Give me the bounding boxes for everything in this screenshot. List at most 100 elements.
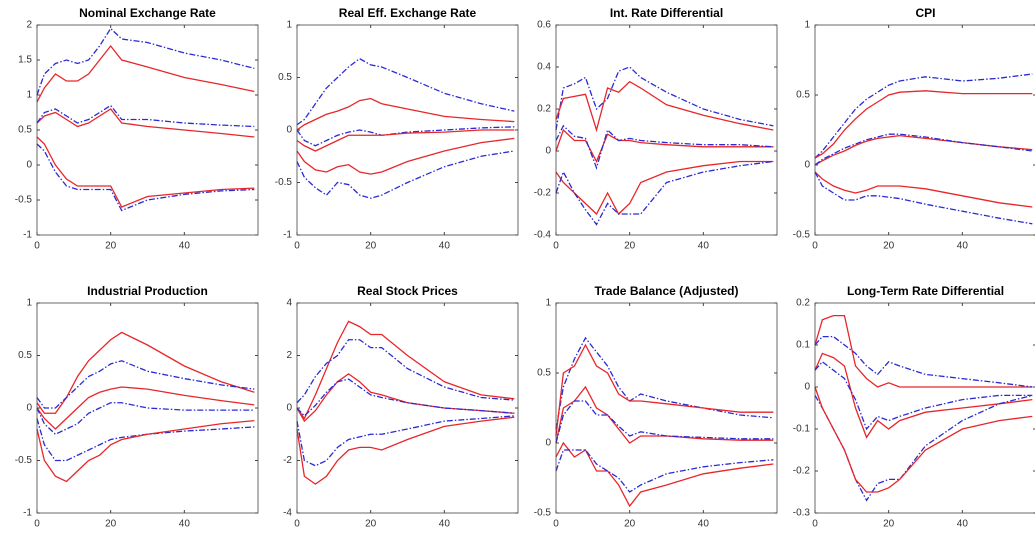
plot-area — [37, 25, 258, 235]
axes-box — [814, 24, 1035, 236]
x-tick-label: 20 — [624, 241, 636, 252]
y-tick-label: 0 — [286, 403, 292, 414]
y-tick-label: 0.1 — [796, 340, 810, 351]
chart-title: Trade Balance (Adjusted) — [594, 284, 738, 298]
y-tick-label: -0.2 — [534, 188, 552, 199]
line-series — [555, 124, 774, 170]
line-series — [296, 373, 515, 423]
y-tick-label: -1 — [23, 508, 32, 519]
chart-title: Int. Rate Differential — [610, 6, 723, 20]
line-series — [814, 360, 1033, 431]
y-tick-label: -0.5 — [15, 455, 33, 466]
line-series — [555, 441, 774, 508]
axes-box — [36, 302, 259, 514]
line-series — [814, 386, 1033, 493]
line-series — [296, 415, 515, 467]
chart-title: CPI — [915, 6, 935, 20]
line-series — [36, 419, 255, 483]
y-tick-label: 1 — [545, 298, 551, 309]
x-tick-label: 0 — [553, 241, 559, 252]
x-tick-label: 0 — [294, 519, 300, 530]
x-tick-label: 20 — [883, 519, 895, 530]
axes-box — [814, 302, 1035, 514]
line-series — [555, 400, 774, 444]
line-series — [296, 97, 515, 131]
y-tick-label: 0 — [26, 160, 32, 171]
x-tick-label: 20 — [883, 241, 895, 252]
x-tick-label: 0 — [812, 241, 818, 252]
plot-area — [556, 303, 777, 513]
axes-box — [555, 24, 778, 236]
x-tick-label: 40 — [179, 519, 191, 530]
y-tick-label: -1 — [23, 230, 32, 241]
x-tick-label: 40 — [439, 519, 451, 530]
line-series — [36, 27, 255, 96]
y-tick-label: 1 — [26, 90, 32, 101]
line-series — [296, 339, 515, 404]
x-tick-label: 20 — [365, 519, 377, 530]
axes-box — [296, 302, 519, 514]
x-tick-label: 0 — [34, 241, 40, 252]
chart-title: Real Eff. Exchange Rate — [339, 6, 477, 20]
x-tick-label: 20 — [624, 519, 636, 530]
line-series — [814, 171, 1033, 225]
x-tick-label: 40 — [439, 241, 451, 252]
chart-title: Industrial Production — [87, 284, 208, 298]
y-tick-label: 0.5 — [537, 368, 551, 379]
chart-title: Long-Term Rate Differential — [847, 284, 1004, 298]
x-tick-label: 20 — [105, 519, 117, 530]
line-series — [814, 133, 1033, 166]
y-tick-label: 0 — [804, 160, 810, 171]
y-tick-label: 0 — [286, 125, 292, 136]
x-tick-label: 40 — [698, 241, 710, 252]
y-tick-label: -2 — [283, 455, 292, 466]
line-series — [36, 136, 255, 208]
chart-title: Nominal Exchange Rate — [79, 6, 216, 20]
x-tick-label: 40 — [957, 241, 969, 252]
plot-area — [37, 303, 258, 513]
plot-area — [297, 303, 518, 513]
y-tick-label: 0.5 — [278, 72, 292, 83]
x-tick-label: 0 — [294, 241, 300, 252]
y-tick-label: 0.2 — [796, 298, 810, 309]
line-series — [555, 160, 774, 226]
line-series — [814, 314, 1033, 388]
line-series — [814, 171, 1033, 208]
line-series — [555, 449, 774, 493]
y-tick-label: 0.5 — [796, 90, 810, 101]
y-tick-label: 4 — [286, 298, 292, 309]
y-tick-label: 0.5 — [18, 125, 32, 136]
y-tick-label: 1 — [286, 20, 292, 31]
line-series — [36, 386, 255, 430]
y-tick-label: 1 — [26, 298, 32, 309]
x-tick-label: 0 — [812, 519, 818, 530]
y-tick-label: 0 — [545, 438, 551, 449]
y-tick-label: -0.5 — [793, 230, 811, 241]
y-tick-label: 1 — [804, 20, 810, 31]
line-series — [296, 137, 515, 175]
y-tick-label: -0.1 — [793, 424, 811, 435]
axes-box — [296, 24, 519, 236]
y-tick-label: -0.3 — [793, 508, 811, 519]
y-tick-label: -1 — [283, 230, 292, 241]
y-tick-label: -0.5 — [15, 195, 33, 206]
line-series — [555, 66, 774, 131]
y-tick-label: 1.5 — [18, 55, 32, 66]
axes-box — [555, 302, 778, 514]
line-series — [36, 360, 255, 409]
line-series — [296, 57, 515, 126]
plot-area — [556, 25, 777, 235]
line-series — [814, 352, 1033, 439]
line-series — [36, 402, 255, 436]
line-series — [814, 73, 1033, 159]
line-series — [814, 90, 1033, 159]
y-tick-label: 0 — [545, 146, 551, 157]
line-series — [296, 129, 515, 152]
chart-title: Real Stock Prices — [357, 284, 458, 298]
line-series — [36, 143, 255, 212]
line-series — [296, 416, 515, 485]
x-tick-label: 20 — [365, 241, 377, 252]
y-tick-label: 2 — [26, 20, 32, 31]
